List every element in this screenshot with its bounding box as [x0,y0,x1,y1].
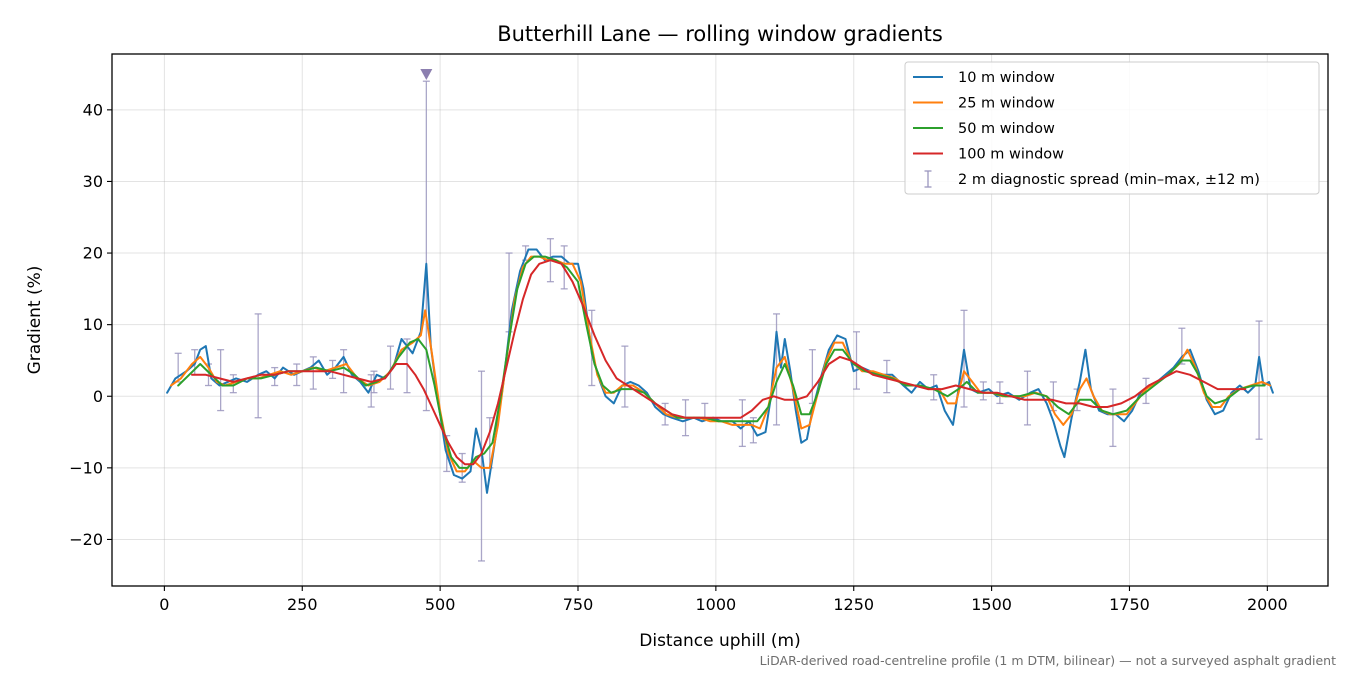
y-tick-label: 0 [93,387,103,406]
y-tick-label: −10 [69,458,103,477]
legend-label: 100 m window [958,147,1064,163]
chart-title: Butterhill Lane — rolling window gradien… [497,22,943,46]
diagnostic-errorbar [621,345,629,408]
grid-lines [112,54,1328,586]
legend-box [904,61,1320,195]
x-axis-ticks: 0 250 500 750 1000 1250 1500 1750 2000 [159,586,1288,614]
diagnostic-errorbar [701,402,709,419]
diagnostic-errorbar [852,331,860,390]
y-tick-label: 20 [83,244,103,263]
diagnostic-errorbar [738,399,746,448]
diagnostic-errorbar [254,313,262,419]
series-line [166,248,1274,494]
diagnostic-errorbar [271,366,279,387]
x-tick-label: 0 [159,595,169,614]
legend-label: 2 m diagnostic spread (min–max, ±12 m) [958,172,1260,188]
x-tick-label: 500 [425,595,456,614]
clipped-value-marker [420,69,433,80]
diagnostic-errorbar [477,370,485,562]
plot-frame [111,53,1329,587]
legend-label: 50 m window [958,121,1055,137]
y-tick-label: −20 [69,530,103,549]
diagnostic-errorbar [1109,388,1117,448]
diagnostic-errorbar [309,356,317,390]
y-tick-label: 10 [83,315,103,334]
diagnostic-errorbar [808,349,816,405]
x-tick-label: 1000 [696,595,737,614]
diagnostic-errorbar [293,363,301,387]
legend-label: 25 m window [958,96,1055,112]
y-tick-label: 30 [83,172,103,191]
x-tick-label: 2000 [1247,595,1288,614]
x-axis-label: Distance uphill (m) [639,631,800,651]
series-line [177,255,1266,469]
x-tick-label: 1750 [1109,595,1150,614]
diagnostic-errorbar [386,345,394,390]
diagnostic-errorbar [217,349,225,412]
series-line [191,259,1247,466]
series-lines [166,248,1274,494]
footnote: LiDAR-derived road-centreline profile (1… [760,653,1336,668]
diagnostic-errorbar [1023,370,1031,426]
x-tick-label: 1250 [833,595,874,614]
legend-label: 10 m window [958,70,1055,86]
diagnostic-errorbar [1255,320,1263,440]
diagnostic-errorbar [960,309,968,408]
x-tick-label: 750 [563,595,594,614]
y-axis-ticks: −20 −10 0 10 20 30 40 [69,100,112,549]
legend: 10 m window 25 m window 50 m window 100 m w… [904,61,1320,195]
x-tick-label: 250 [287,595,318,614]
diagnostic-errorbar [403,338,411,394]
diagnostic-errorbar [422,80,430,412]
y-axis-label: Gradient (%) [25,266,45,375]
x-tick-label: 1500 [971,595,1012,614]
y-tick-label: 40 [83,100,103,119]
series-line [170,255,1272,473]
